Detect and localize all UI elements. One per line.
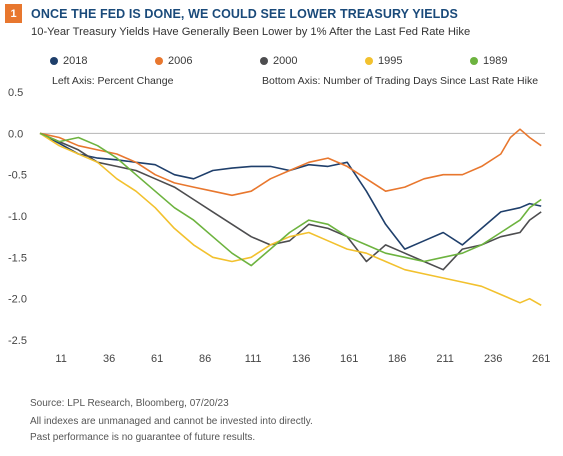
legend-dot-icon (155, 57, 163, 65)
chart-title: ONCE THE FED IS DONE, WE COULD SEE LOWER… (31, 7, 458, 21)
x-tick-label: 11 (55, 353, 66, 365)
series-line-2006 (39, 128, 542, 197)
legend-item-2000: 2000 (260, 55, 297, 67)
legend-label: 1989 (483, 55, 508, 67)
series-line-1989 (39, 132, 542, 267)
disclaimer-line-2: Past performance is no guarantee of futu… (30, 432, 256, 443)
legend-item-2018: 2018 (50, 55, 87, 67)
x-tick-label: 61 (151, 353, 163, 365)
series-line-1995 (39, 132, 542, 306)
x-tick-label: 36 (103, 353, 115, 365)
x-tick-label: 236 (484, 353, 502, 365)
chart-subtitle: 10-Year Treasury Yields Have Generally B… (31, 26, 471, 38)
y-tick-label: 0.0 (8, 128, 23, 140)
legend-label: 2000 (273, 55, 298, 67)
series-line-2000 (39, 132, 542, 271)
y-tick-label: -2.5 (8, 335, 27, 347)
y-tick-label: -1.0 (8, 211, 27, 223)
series-line-2018 (39, 132, 542, 250)
disclaimer-line-1: All indexes are unmanaged and cannot be … (30, 416, 313, 427)
x-tick-label: 261 (532, 353, 550, 365)
legend-item-2006: 2006 (155, 55, 192, 67)
x-tick-label: 86 (199, 353, 211, 365)
x-tick-label: 186 (388, 353, 406, 365)
x-tick-label: 136 (292, 353, 310, 365)
legend-item-1995: 1995 (365, 55, 402, 67)
y-tick-label: -0.5 (8, 170, 27, 182)
legend: 2018 2006 2000 1995 1989 (0, 55, 563, 69)
legend-dot-icon (470, 57, 478, 65)
left-axis-note: Left Axis: Percent Change (52, 75, 174, 87)
legend-dot-icon (50, 57, 58, 65)
bottom-axis-note: Bottom Axis: Number of Trading Days Sinc… (262, 75, 539, 87)
legend-dot-icon (365, 57, 373, 65)
legend-label: 2018 (63, 55, 88, 67)
legend-item-1989: 1989 (470, 55, 507, 67)
x-tick-label: 111 (245, 353, 262, 365)
legend-label: 2006 (168, 55, 193, 67)
y-tick-label: -1.5 (8, 252, 27, 264)
y-tick-label: -2.0 (8, 294, 27, 306)
figure-number-badge: 1 (5, 4, 22, 23)
y-tick-label: 0.5 (8, 87, 23, 99)
legend-dot-icon (260, 57, 268, 65)
legend-label: 1995 (378, 55, 403, 67)
source-note: Source: LPL Research, Bloomberg, 07/20/2… (30, 398, 229, 409)
x-tick-label: 211 (436, 353, 454, 365)
x-tick-label: 161 (340, 353, 358, 365)
